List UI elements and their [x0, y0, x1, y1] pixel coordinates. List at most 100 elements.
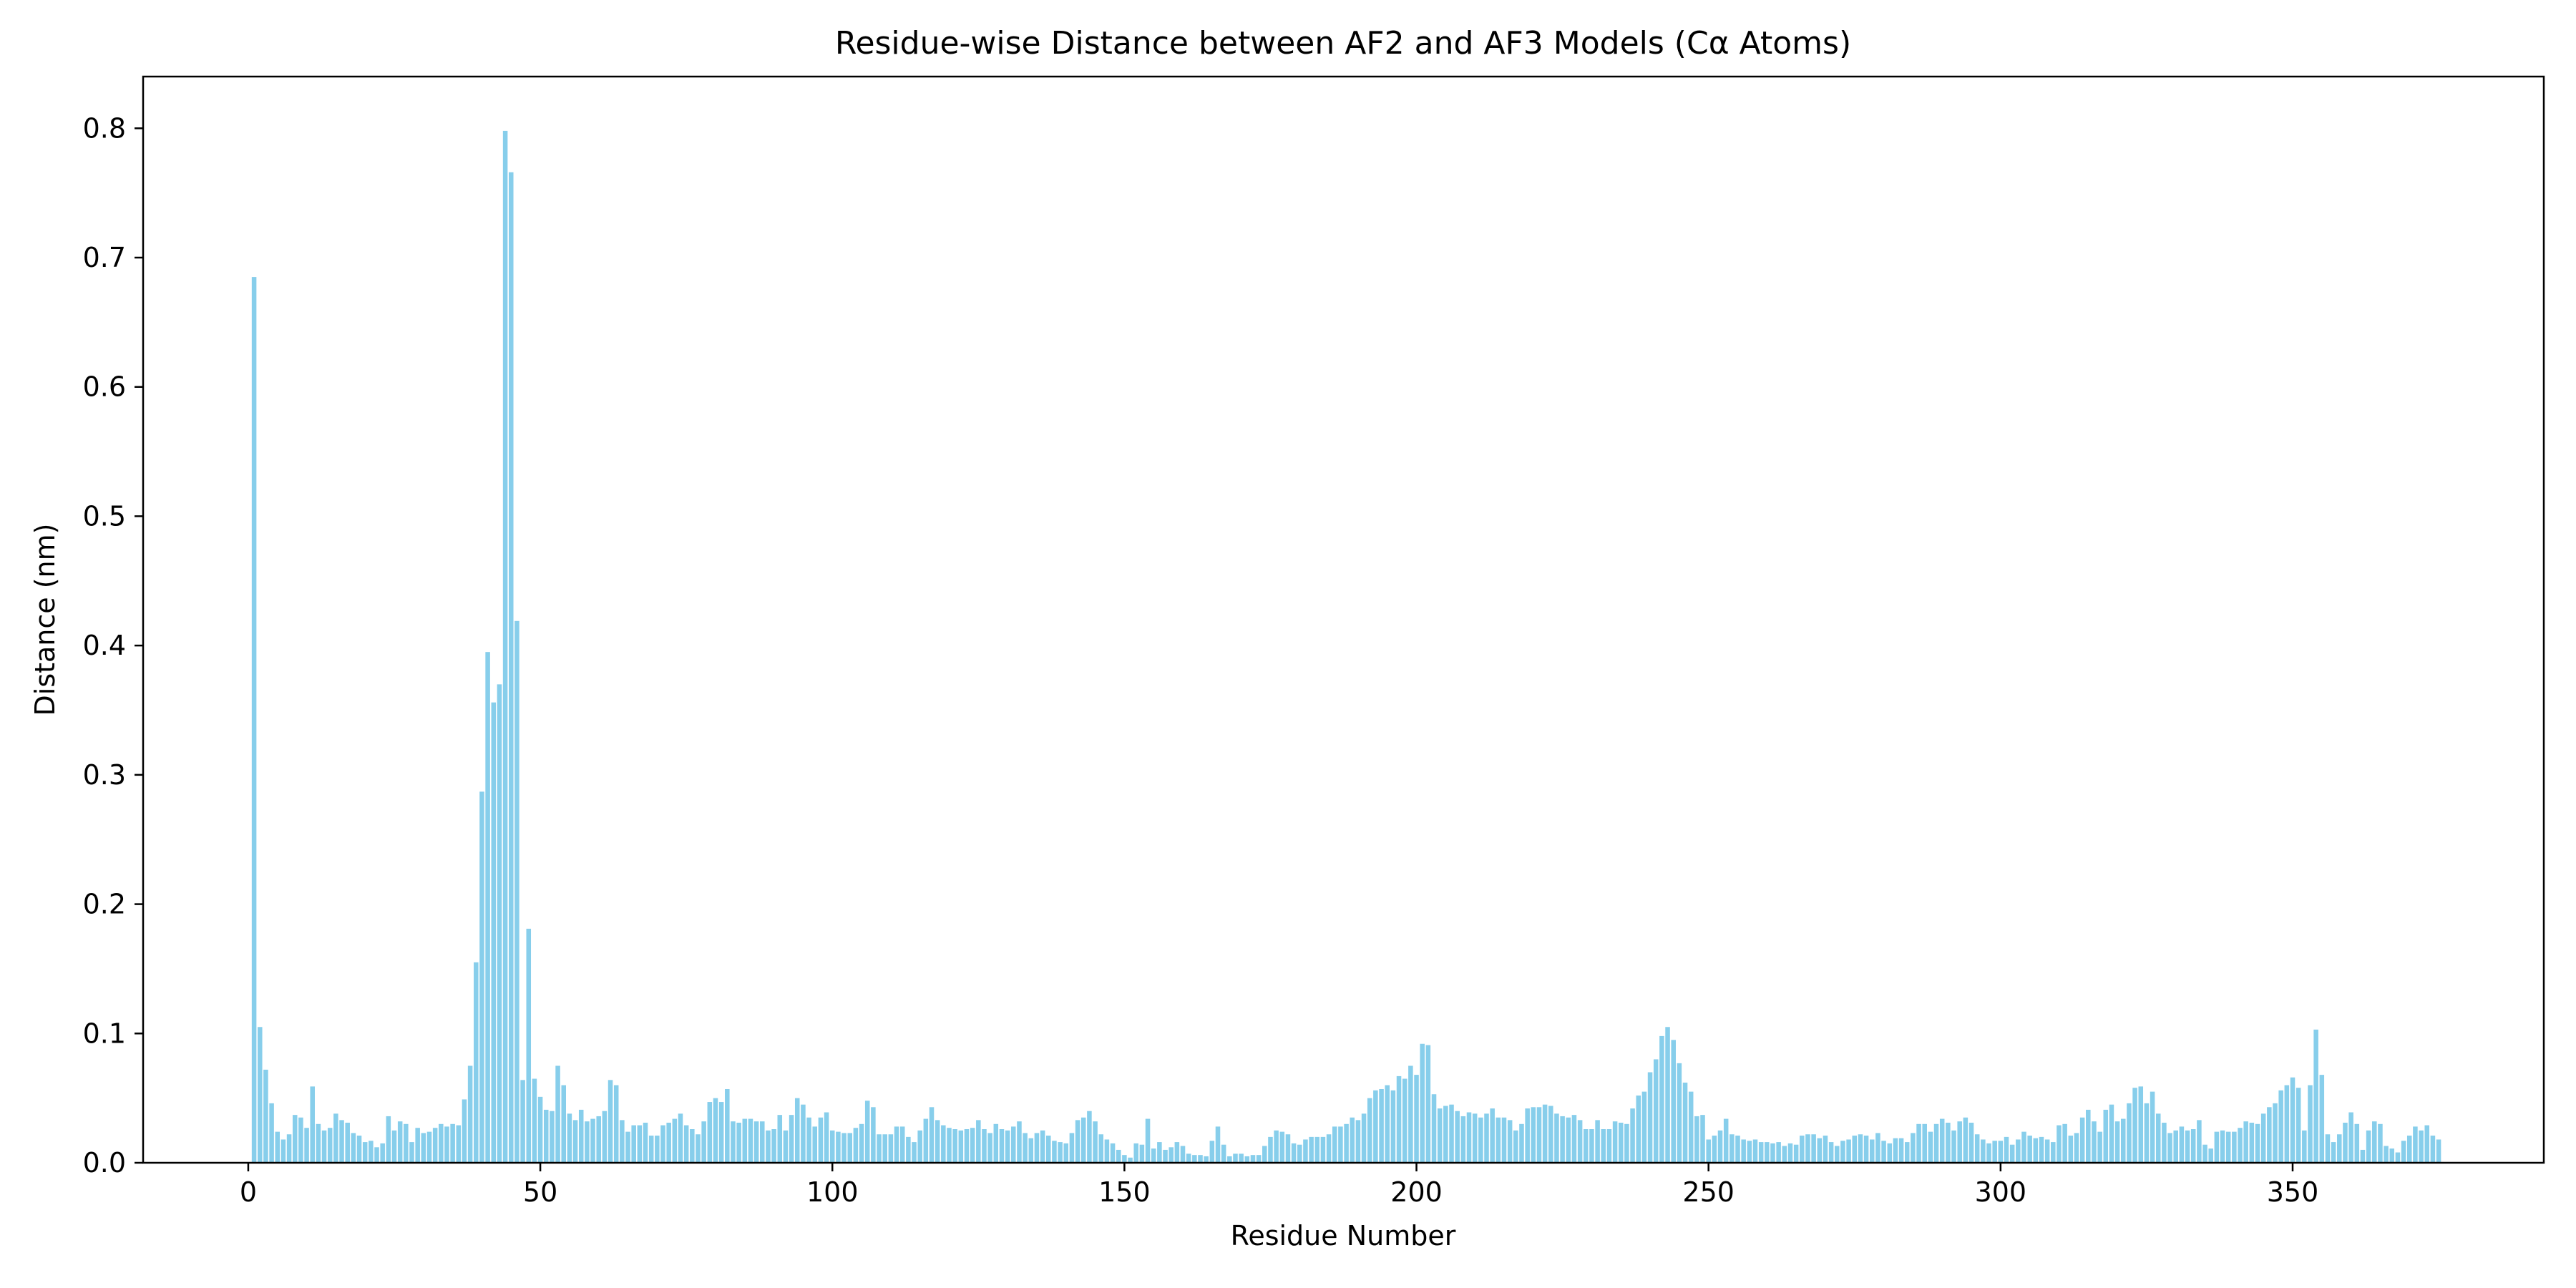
bar [1525, 1108, 1530, 1163]
bar [736, 1122, 741, 1163]
bar [1198, 1155, 1203, 1163]
bar [1303, 1139, 1308, 1163]
bar [578, 1109, 584, 1163]
bar [1531, 1107, 1536, 1163]
bar [1800, 1136, 1805, 1163]
bar [345, 1122, 350, 1163]
bar [748, 1118, 753, 1163]
bar [648, 1136, 654, 1163]
bar [2290, 1077, 2296, 1163]
bar [824, 1112, 829, 1163]
bar [2150, 1091, 2155, 1163]
bar [882, 1134, 887, 1163]
bar [1928, 1131, 1933, 1163]
bar [1338, 1126, 1343, 1163]
bar [1221, 1144, 1226, 1163]
bar [2249, 1122, 2255, 1163]
bar [1946, 1122, 1951, 1163]
bar [993, 1123, 999, 1163]
bar [1992, 1141, 1997, 1163]
bar [1659, 1035, 1664, 1163]
bar [1606, 1129, 1612, 1163]
bar [2413, 1126, 2418, 1163]
bar [725, 1088, 730, 1163]
bar [1496, 1117, 1501, 1163]
bar [1677, 1063, 1682, 1163]
x-tick-label: 100 [806, 1176, 859, 1208]
bar [1840, 1141, 1845, 1163]
bar [1542, 1104, 1548, 1163]
y-tick-label: 0.8 [83, 112, 126, 144]
bar [655, 1136, 660, 1163]
bar [2243, 1121, 2248, 1163]
bar [2086, 1109, 2091, 1163]
bar [1414, 1075, 1419, 1163]
bar [380, 1143, 385, 1163]
bar [2068, 1136, 2074, 1163]
bar [1443, 1106, 1448, 1163]
bar [1215, 1126, 1221, 1163]
bar [1355, 1120, 1361, 1163]
x-axis-ticks: 0 50 100 150 200 250 300 350 [240, 1163, 2318, 1208]
bar [474, 962, 479, 1163]
bar [1647, 1072, 1653, 1163]
bar [801, 1104, 806, 1163]
bar [2202, 1144, 2207, 1163]
bar [1157, 1142, 1162, 1163]
bar [2296, 1088, 2301, 1163]
bar [1466, 1112, 1472, 1163]
bar [1209, 1141, 1215, 1163]
bar [1350, 1117, 1355, 1163]
bar [947, 1128, 952, 1163]
bar [2308, 1085, 2313, 1163]
bar [1881, 1141, 1886, 1163]
bar [2337, 1134, 2342, 1163]
bar [1227, 1156, 1232, 1163]
bar [1063, 1143, 1069, 1163]
bar [1981, 1139, 1986, 1163]
bar [462, 1099, 467, 1163]
bar [269, 1103, 274, 1163]
bar [1098, 1134, 1103, 1163]
bar [2144, 1103, 2150, 1163]
bar [1011, 1126, 1016, 1163]
bar [1571, 1115, 1577, 1163]
bar [1472, 1113, 1478, 1163]
bar [1922, 1123, 1927, 1163]
bar [637, 1125, 643, 1163]
bar [899, 1126, 905, 1163]
bar [906, 1136, 911, 1163]
bar [321, 1130, 327, 1163]
bar [1116, 1149, 1121, 1163]
bar [1752, 1139, 1758, 1163]
bar [912, 1142, 917, 1163]
bar [1852, 1136, 1858, 1163]
bar [1104, 1139, 1110, 1163]
bar [952, 1129, 957, 1163]
bar [1939, 1118, 1945, 1163]
bar [1279, 1131, 1285, 1163]
bar [964, 1129, 970, 1163]
bar [1835, 1146, 1840, 1163]
bar [1776, 1142, 1781, 1163]
bar [1017, 1121, 1022, 1163]
bar [258, 1027, 263, 1163]
bar [1402, 1078, 1407, 1163]
bar [1595, 1120, 1600, 1163]
bar [1858, 1134, 1863, 1163]
bar [2155, 1113, 2161, 1163]
bar [356, 1136, 362, 1163]
bar [1204, 1156, 1209, 1163]
bar [766, 1130, 771, 1163]
bar [421, 1133, 426, 1163]
bar [1793, 1144, 1799, 1163]
bar [339, 1120, 344, 1163]
bar [432, 1128, 438, 1163]
bar [1262, 1146, 1267, 1163]
bar [1087, 1111, 1092, 1163]
bar [2092, 1121, 2097, 1163]
bar [1998, 1141, 2004, 1163]
bar [1034, 1133, 1040, 1163]
bar [1455, 1111, 1460, 1163]
bar [2267, 1107, 2272, 1163]
